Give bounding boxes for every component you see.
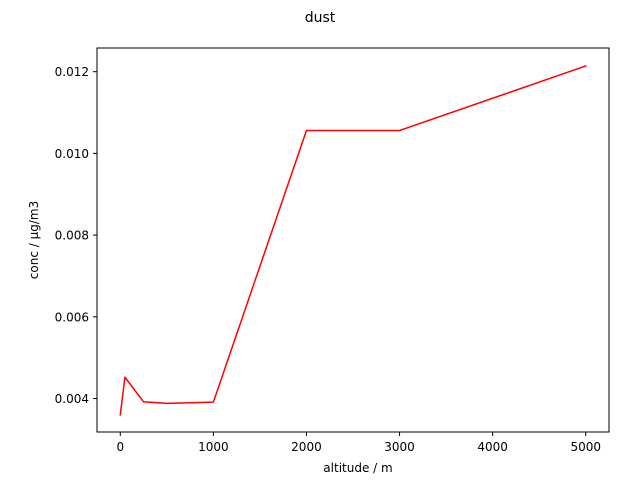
y-tick-label: 0.008 <box>55 229 89 243</box>
x-tick-label: 1000 <box>198 440 229 454</box>
y-tick-label: 0.004 <box>55 392 89 406</box>
y-tick-label: 0.012 <box>55 65 89 79</box>
series-layer <box>119 65 587 416</box>
chart-title: dust <box>305 10 336 26</box>
y-axis-label: conc / µg/m3 <box>27 201 41 279</box>
x-axis-label: altitude / m <box>323 461 392 475</box>
series-line <box>119 65 587 416</box>
y-tick-label: 0.006 <box>55 310 89 324</box>
x-tick-label: 3000 <box>384 440 415 454</box>
y-tick-label: 0.010 <box>55 147 89 161</box>
x-tick-label: 2000 <box>291 440 322 454</box>
plot-area-frame <box>96 47 610 433</box>
axis-ticks: 0 1000 2000 3000 4000 5000 0.004 0.006 0.008 0.01… <box>55 65 601 454</box>
x-tick-label: 4000 <box>477 440 508 454</box>
x-tick-label: 5000 <box>570 440 601 454</box>
x-tick-label: 0 <box>116 440 124 454</box>
